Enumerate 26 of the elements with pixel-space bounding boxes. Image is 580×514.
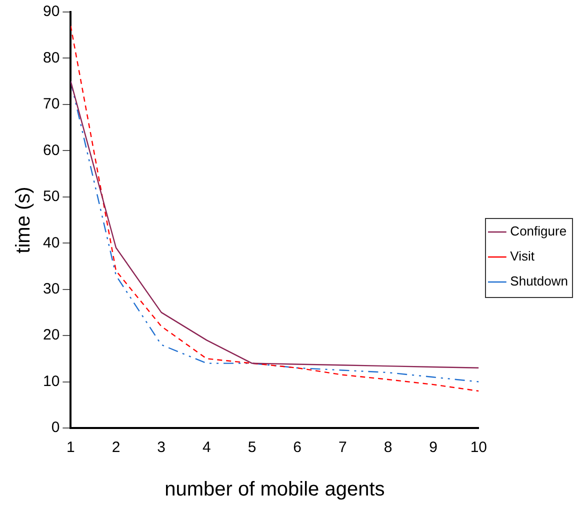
x-tick-label: 7 [338, 439, 347, 456]
y-tick-label: 40 [42, 234, 60, 252]
y-tick-label: 20 [42, 326, 60, 344]
x-tick-label: 5 [248, 439, 256, 456]
x-axis-title: number of mobile agents [164, 478, 385, 501]
y-tick-label: 60 [42, 142, 60, 159]
x-tick-label: 1 [66, 439, 75, 456]
y-tick-label: 10 [42, 372, 60, 390]
x-tick-label: 2 [112, 439, 120, 456]
x-tick-label: 10 [470, 439, 488, 456]
y-tick-label: 0 [51, 419, 60, 436]
line-series [70, 25, 479, 392]
y-tick-label: 90 [42, 3, 60, 20]
x-tick-label: 8 [384, 439, 392, 456]
legend-label: Configure [510, 224, 567, 239]
x-tick-label: 3 [157, 439, 166, 456]
x-tick-label: 6 [293, 439, 302, 456]
y-tick-label: 50 [42, 188, 60, 206]
x-tick-label: 9 [429, 439, 438, 456]
y-tick-label: 80 [42, 49, 60, 66]
y-axis-title: time (s) [12, 186, 35, 254]
legend-label: Visit [510, 248, 535, 264]
y-tick-label: 70 [42, 96, 60, 113]
y-tick-label: 30 [42, 280, 60, 298]
x-tick-label: 4 [202, 439, 211, 456]
legend-label: Shutdown [510, 274, 568, 289]
